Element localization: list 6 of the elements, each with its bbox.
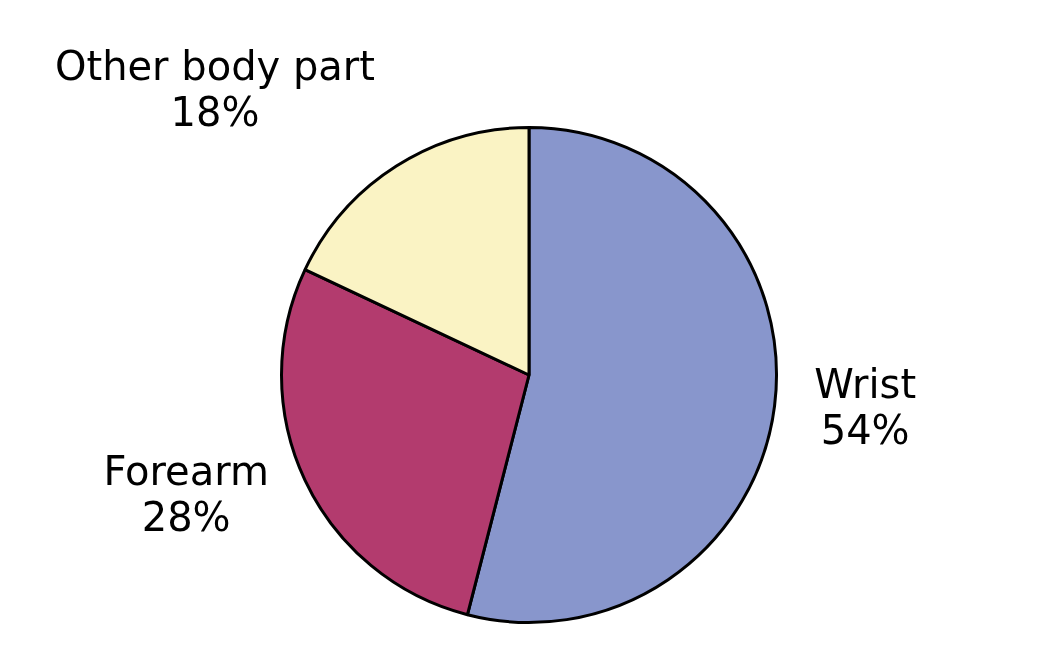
- data-label: 54%: [820, 407, 910, 454]
- slice-label: Wrist: [814, 361, 917, 408]
- data-label: 18%: [170, 88, 260, 135]
- slice-label: Other body part: [54, 42, 375, 89]
- data-label: 28%: [141, 493, 231, 540]
- slice-label: Forearm: [103, 447, 269, 494]
